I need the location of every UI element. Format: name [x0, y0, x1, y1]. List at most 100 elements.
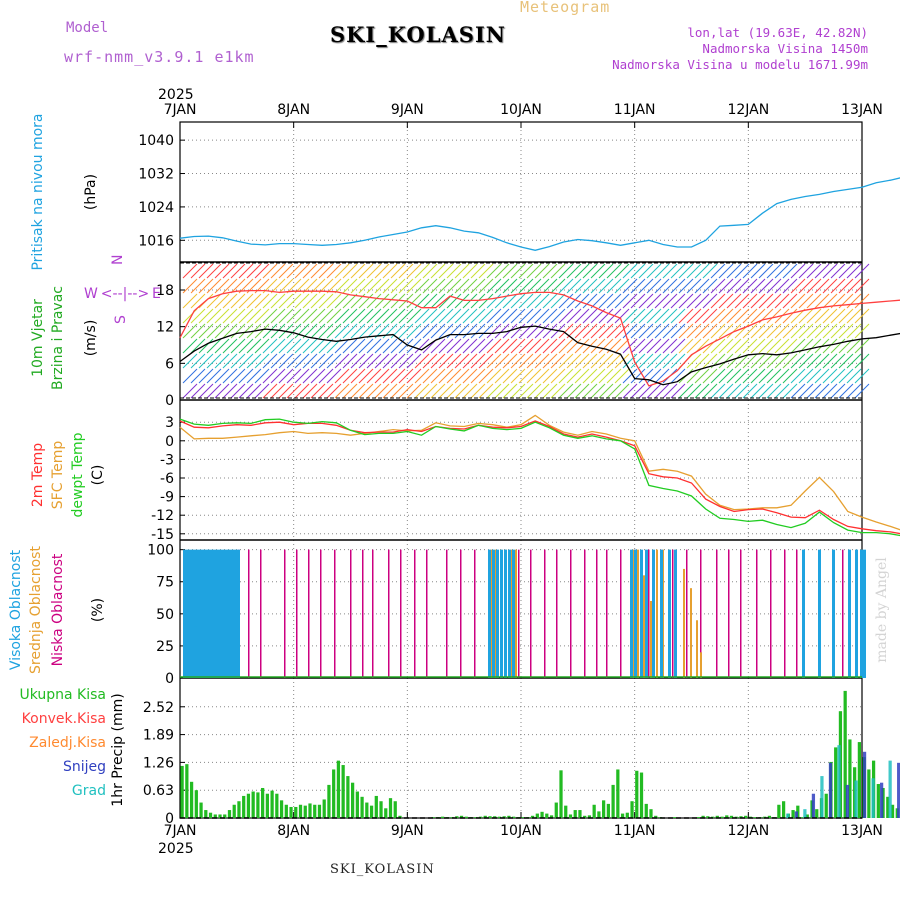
wind-barb [198, 308, 214, 324]
precip-bar [867, 769, 871, 818]
y-tick-label: -15 [151, 527, 174, 543]
wind-barb [334, 383, 350, 399]
wind-barb [590, 323, 606, 339]
wind-barb [774, 278, 790, 294]
wind-barb [622, 383, 638, 399]
wind-barb [270, 293, 286, 309]
wind-barb [750, 338, 766, 354]
precip-bar [777, 804, 781, 818]
wind-barb [454, 263, 470, 279]
precip-bar [606, 803, 610, 818]
precip-bar [583, 815, 587, 818]
precip-bar [474, 817, 478, 818]
precip-bar [886, 796, 890, 818]
precip-bar [843, 690, 847, 818]
wind-barb [382, 278, 398, 294]
wind-barb [294, 323, 310, 339]
wind-barb [654, 383, 670, 399]
cloud-low-bar [308, 549, 310, 678]
lonlat-label: lon,lat (19.63E, 42.82N) [687, 25, 868, 40]
wind-barb [438, 383, 454, 399]
wind-barb [494, 263, 510, 279]
wind-barb [598, 338, 614, 354]
wind-barb [310, 308, 326, 324]
wind-barb [534, 353, 550, 369]
wind-barb [838, 278, 854, 294]
wind-barb [246, 293, 262, 309]
wind-barb [278, 263, 294, 279]
y-tick-label: -9 [160, 490, 174, 506]
precip-bar [294, 806, 298, 818]
wind-barb [814, 263, 830, 279]
cloud-low-bar [334, 549, 336, 678]
wind-barb [558, 368, 574, 384]
cloud-mid-bar [690, 588, 692, 678]
wind-barb [574, 368, 590, 384]
wind-barb [686, 278, 702, 294]
wind-barb [310, 353, 326, 369]
wind-barb [206, 338, 222, 354]
cloud-high-bar [198, 549, 201, 678]
y-tick-label: 2.52 [143, 700, 174, 716]
wind-barb [806, 353, 822, 369]
precip-bar [379, 801, 383, 818]
wind-barb [302, 308, 318, 324]
cloud-low-bar [648, 549, 650, 678]
wind-barb [238, 263, 254, 279]
x-tick-label-top: 13JAN [841, 102, 883, 118]
x-tick-label-top: 9JAN [391, 102, 424, 118]
wind-barb [270, 338, 286, 354]
wind-barb [542, 353, 558, 369]
wind-barb [358, 308, 374, 324]
y-tick-label: -6 [160, 471, 174, 487]
snow-bar [897, 762, 900, 818]
wind-barb [750, 383, 766, 399]
wind-barb [382, 383, 398, 399]
wind-barb [310, 293, 326, 309]
wind-barb [374, 368, 390, 384]
wind-barb [574, 353, 590, 369]
wind-barb [342, 293, 358, 309]
wind-barb [286, 308, 302, 324]
wind-barb [766, 308, 782, 324]
wind-barb [782, 353, 798, 369]
wind-barb [846, 263, 862, 279]
wind-barb [510, 353, 526, 369]
snow-bar [888, 760, 892, 818]
wind-barb [494, 338, 510, 354]
wind-barb [622, 263, 638, 279]
wind-barb [590, 293, 606, 309]
wind-barb [534, 278, 550, 294]
cloud-mid-ylabel: Srednja Oblacnost [28, 546, 44, 674]
cloud-high-bar [496, 549, 499, 678]
wind-barb [830, 278, 846, 294]
precip-bar [213, 814, 217, 818]
wind-barb [254, 263, 270, 279]
cloud-low-bar [248, 549, 250, 678]
wind-barb [398, 368, 414, 384]
precip-bar [701, 815, 705, 818]
wind-barb [526, 293, 542, 309]
wind-barb [294, 293, 310, 309]
wind-barb [502, 338, 518, 354]
wind-ylabel-2: Brzina i Pravac [50, 286, 66, 390]
precip-bar [313, 804, 317, 818]
wind-barb [782, 308, 798, 324]
wind-barb [606, 368, 622, 384]
wind-barb [470, 368, 486, 384]
cloud-low-bar [460, 549, 462, 678]
precip-bar [673, 817, 677, 818]
cloud-high-bar [186, 549, 189, 678]
wind-barb [214, 383, 230, 399]
wind-barb [406, 353, 422, 369]
wind-barb [726, 308, 742, 324]
wind-barb [430, 353, 446, 369]
wind-barb [598, 308, 614, 324]
wind-barb [206, 383, 222, 399]
wind-barb [582, 353, 598, 369]
wind-barb [742, 278, 758, 294]
wind-barb [606, 263, 622, 279]
precip-bar [279, 800, 284, 818]
wind-barb [630, 383, 646, 399]
cloud-low-bar [842, 549, 844, 678]
